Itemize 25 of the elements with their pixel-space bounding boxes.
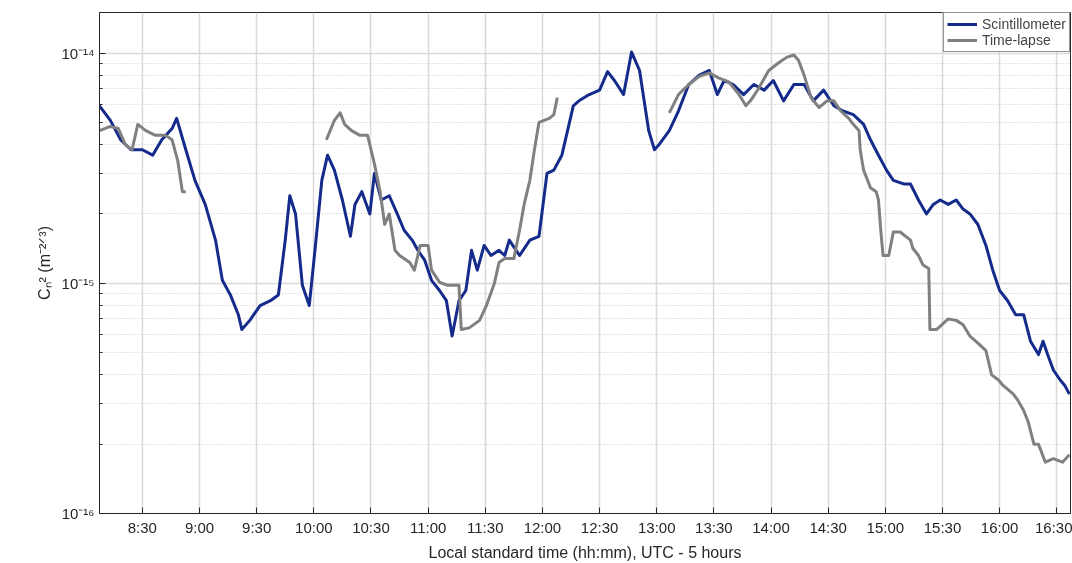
legend-label: Time-lapse	[981, 32, 1051, 48]
x-tick-label: 10:00	[295, 518, 333, 536]
legend-label: Scintillometer	[981, 16, 1066, 32]
x-tick-label: 9:00	[184, 518, 215, 536]
x-tick-label: 11:30	[467, 518, 504, 536]
x-tick-label: 16:30	[1034, 518, 1072, 536]
x-tick-label: 16:00	[980, 518, 1019, 536]
x-tick-label: 13:00	[637, 518, 676, 536]
x-tick-label: 12:00	[523, 518, 562, 536]
x-tick-label: 13:30	[695, 518, 733, 536]
y-tick-label: 10⁻¹⁵	[61, 274, 95, 292]
y-tick-label: 10⁻¹⁴	[61, 44, 95, 62]
x-tick-label: 8:30	[127, 518, 157, 536]
x-tick-label: 10:30	[352, 518, 390, 536]
y-axis-title: Cₙ² (m⁻²ᐟ³)	[36, 226, 54, 300]
x-tick-label: 15:00	[866, 518, 905, 536]
x-tick-label: 12:30	[580, 518, 619, 536]
x-tick-label: 14:00	[752, 518, 790, 536]
x-tick-label: 9:30	[242, 518, 272, 536]
x-tick-label: 15:30	[923, 518, 962, 536]
x-tick-label: 11:00	[409, 518, 447, 536]
line-series	[99, 50, 1071, 396]
y-tick-label: 10⁻¹⁶	[61, 505, 95, 522]
x-tick-label: 14:30	[809, 518, 847, 536]
x-axis-title: Local standard time (hh:mm), UTC - 5 hours	[428, 543, 742, 561]
